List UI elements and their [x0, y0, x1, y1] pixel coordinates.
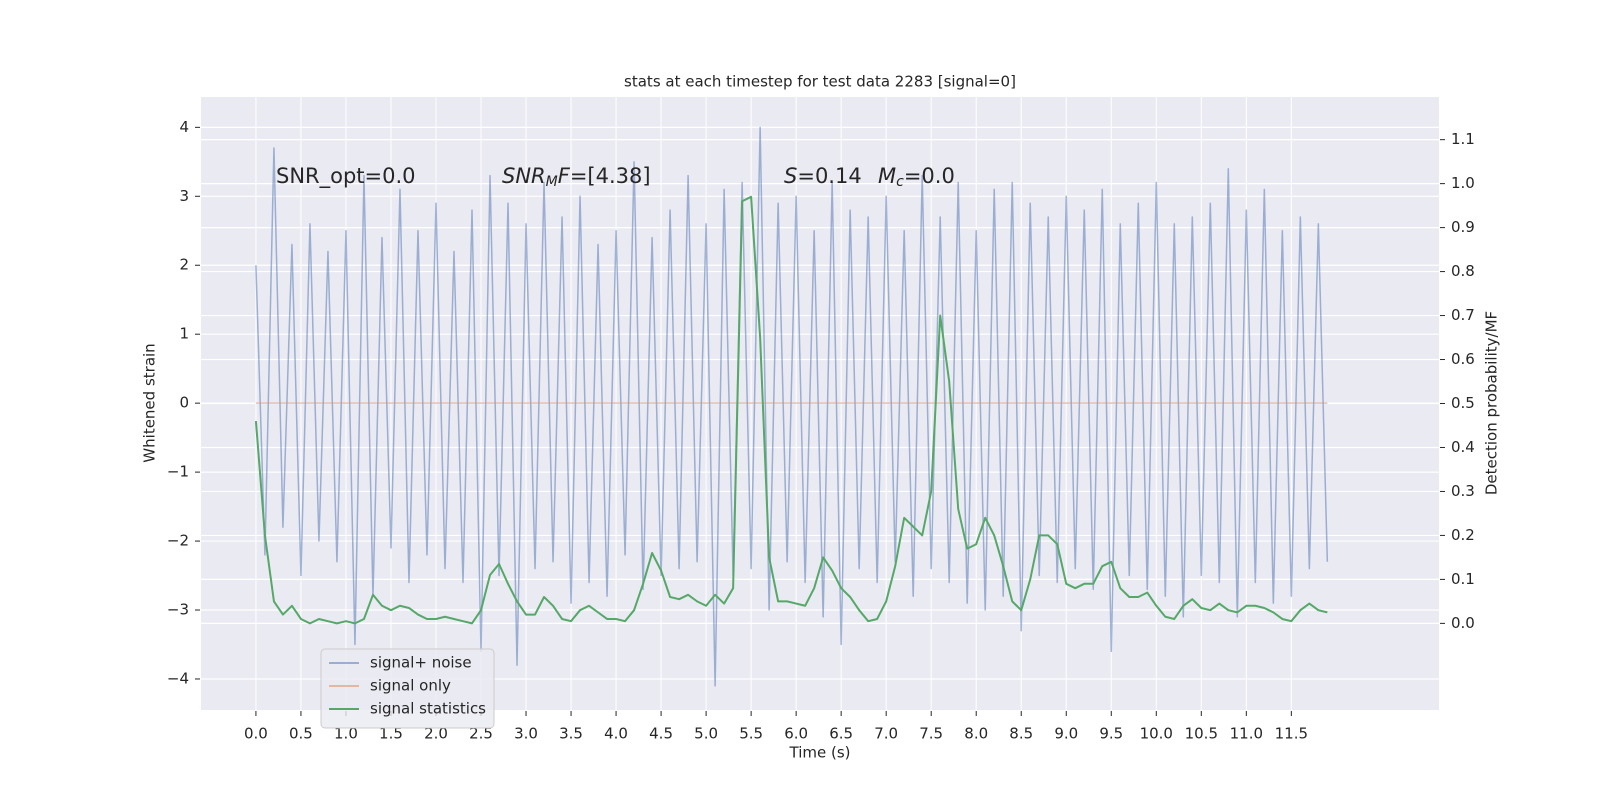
annotation-part: F: [558, 164, 571, 188]
x-tick-label: 5.0: [694, 725, 718, 743]
y2-tick-label: 0.6: [1451, 350, 1475, 368]
y2-tick-label: 0.3: [1451, 482, 1475, 500]
x-tick-label: 0.0: [244, 725, 268, 743]
x-axis-label: Time (s): [789, 744, 851, 762]
legend-label: signal statistics: [370, 700, 486, 718]
x-tick-label: 0.5: [289, 725, 313, 743]
x-tick-label: 4.0: [604, 725, 628, 743]
y-tick-label: 2: [179, 256, 189, 274]
y-tick-label: 1: [179, 325, 189, 343]
series-line: [254, 195, 1328, 625]
x-tick-label: 2.5: [469, 725, 493, 743]
y-axis-label: Whitened strain: [141, 343, 159, 462]
series-line: [255, 126, 1329, 687]
annotation: S=0.14: [784, 164, 862, 188]
annotation-part: =0.0: [904, 164, 955, 188]
x-tick-label: 11.5: [1275, 725, 1308, 743]
x-tick-label: 4.5: [649, 725, 673, 743]
x-tick-label: 3.0: [514, 725, 538, 743]
annotation-part: =0.14: [797, 164, 861, 188]
annotation-part: =[4.38]: [570, 164, 651, 188]
annotation: Mc=0.0: [878, 164, 955, 190]
annotation: SNR_opt=0.0: [276, 164, 416, 189]
x-tick-label: 8.5: [1009, 725, 1033, 743]
annotation-part: M: [546, 174, 558, 190]
y2-tick-label: 0.1: [1451, 570, 1475, 588]
y2-tick-label: 0.2: [1451, 526, 1475, 544]
legend-label: signal+ noise: [370, 654, 472, 672]
y-tick-label: −1: [167, 463, 189, 481]
y-tick-label: 0: [179, 394, 189, 412]
marks: [254, 126, 1329, 687]
x-tick-label: 1.0: [334, 725, 358, 743]
y2-tick-label: 0.9: [1451, 218, 1475, 236]
y2-tick-label: 0.7: [1451, 306, 1475, 324]
y2-tick-label: 0.4: [1451, 438, 1475, 456]
annotation-part: M: [878, 164, 896, 188]
legend-box: [320, 648, 495, 729]
x-tick-label: 5.5: [739, 725, 763, 743]
y-tick-label: −2: [167, 532, 189, 550]
legend-label: signal only: [370, 677, 451, 695]
x-tick-label: 6.0: [784, 725, 808, 743]
annotation: SNRMF=[4.38]: [502, 164, 651, 190]
annotation-part: SNR_opt=0.0: [276, 164, 416, 189]
y2-tick-label: 0.8: [1451, 262, 1475, 280]
x-tick-label: 6.5: [829, 725, 853, 743]
y2-axis-label: Detection probability/MF: [1483, 311, 1501, 495]
labels: 0.0 0.5 1.0 1.5 2.0 2.5 3.0 3.5 4.0 4.5 5.0 5.5 6.0 6…: [167, 118, 1475, 743]
y-tick-label: −3: [167, 601, 189, 619]
y-tick-label: −4: [167, 669, 189, 687]
annotation-part: SNR: [502, 164, 546, 188]
x-tick-label: 9.5: [1099, 725, 1123, 743]
x-tick-label: 7.5: [919, 725, 943, 743]
y-tick-label: 4: [179, 118, 189, 136]
x-tick-label: 7.0: [874, 725, 898, 743]
y-tick-label: 3: [179, 187, 189, 205]
x-tick-label: 11.0: [1230, 725, 1263, 743]
x-tick-label: 10.5: [1185, 725, 1218, 743]
x-tick-label: 9.0: [1054, 725, 1078, 743]
y2-tick-label: 0.0: [1451, 614, 1475, 632]
x-tick-label: 1.5: [379, 725, 403, 743]
x-tick-label: 10.0: [1140, 725, 1173, 743]
y2-tick-label: 0.5: [1451, 394, 1475, 412]
y2-tick-label: 1.1: [1451, 130, 1475, 148]
y2-tick-label: 1.0: [1451, 174, 1475, 192]
annotation-part: S: [784, 164, 797, 188]
x-tick-label: 2.0: [424, 725, 448, 743]
x-tick-label: 8.0: [964, 725, 988, 743]
x-tick-label: 3.5: [559, 725, 583, 743]
annotation-part: c: [896, 174, 904, 190]
chart-title: stats at each timestep for test data 228…: [624, 73, 1016, 91]
